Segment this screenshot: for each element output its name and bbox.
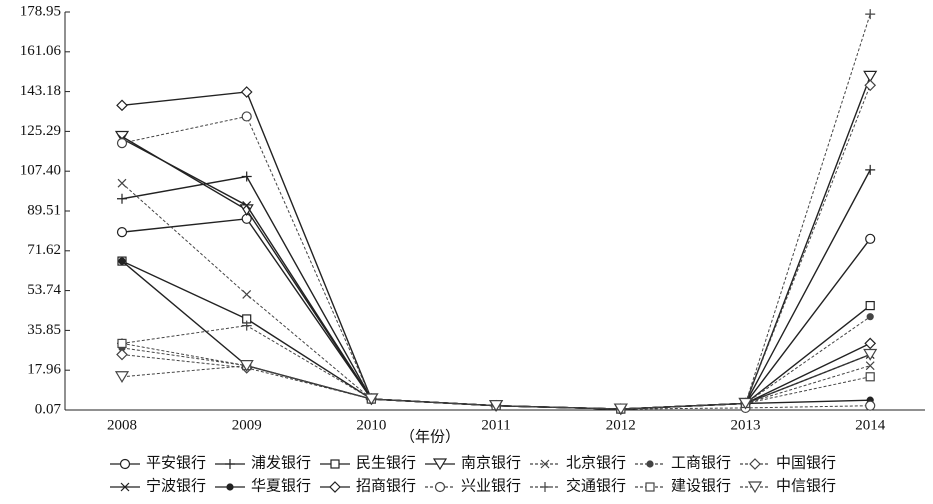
marker — [242, 201, 252, 210]
legend-marker — [119, 458, 131, 470]
marker — [114, 371, 130, 383]
legend-label: 中国银行 — [776, 454, 836, 471]
y-tick-label: 125.29 — [20, 123, 61, 139]
marker — [866, 313, 874, 321]
x-axis-label: （年份） — [400, 428, 460, 445]
legend-marker — [747, 481, 763, 494]
legend-marker — [225, 459, 235, 469]
marker — [613, 403, 628, 416]
marker — [864, 337, 877, 350]
marker — [865, 361, 875, 371]
x-tick-label: 2011 — [481, 417, 510, 433]
marker — [738, 397, 753, 410]
x-tick-label: 2009 — [232, 417, 262, 433]
marker — [118, 257, 126, 265]
y-tick-label: 178.95 — [20, 3, 61, 19]
series-line — [121, 169, 871, 410]
marker — [863, 348, 878, 361]
marker — [241, 171, 252, 182]
marker — [865, 9, 876, 20]
series-line — [121, 85, 871, 410]
legend-label: 民生银行 — [356, 454, 416, 471]
legend-label: 华夏银行 — [251, 477, 311, 494]
marker — [242, 290, 252, 299]
y-tick-label: 143.18 — [20, 83, 61, 99]
legend-marker — [645, 482, 655, 492]
marker — [117, 338, 127, 349]
series-line — [121, 316, 871, 410]
x-tick-label: 2014 — [855, 417, 886, 433]
legend-label: 平安银行 — [146, 454, 206, 471]
series-line — [121, 91, 871, 410]
x-tick-label: 2013 — [731, 417, 761, 433]
y-tick-label: 53.74 — [27, 282, 61, 298]
legend-label: 交通银行 — [566, 476, 626, 494]
marker — [364, 393, 379, 406]
marker — [865, 400, 876, 411]
legend-label: 建设银行 — [671, 477, 731, 494]
legend-label: 南京银行 — [461, 454, 521, 471]
legend-label: 工商银行 — [671, 454, 731, 471]
legend-marker — [749, 458, 761, 470]
marker — [865, 164, 876, 175]
legend-marker — [432, 458, 448, 471]
marker — [489, 400, 504, 412]
legend-marker — [646, 460, 654, 468]
y-tick-label: 161.06 — [20, 43, 62, 59]
y-tick-label: 0.07 — [35, 401, 62, 417]
legend-marker — [540, 459, 550, 469]
legend-label: 中信银行 — [776, 477, 836, 494]
legend-marker — [226, 483, 234, 491]
y-tick-label: 89.51 — [27, 202, 61, 218]
y-tick-label: 17.96 — [27, 362, 61, 378]
marker — [865, 300, 875, 311]
marker — [863, 70, 878, 83]
legend-label: 宁波银行 — [146, 477, 206, 494]
legend-label: 浦发银行 — [251, 454, 311, 471]
marker — [116, 99, 128, 112]
legend-marker — [330, 459, 340, 469]
legend-label: 北京银行 — [566, 454, 626, 471]
y-tick-label: 107.40 — [20, 163, 61, 179]
legend-marker — [434, 481, 446, 493]
legend-label: 兴业银行 — [461, 477, 521, 494]
marker — [116, 227, 128, 238]
marker — [116, 138, 128, 149]
marker — [239, 360, 254, 372]
marker — [865, 372, 875, 382]
series-line — [121, 13, 871, 410]
legend-marker — [329, 481, 341, 493]
marker — [116, 348, 128, 361]
y-tick-label: 71.62 — [27, 242, 61, 258]
marker — [240, 86, 253, 98]
marker — [241, 111, 252, 122]
series-line — [121, 182, 871, 410]
marker — [117, 178, 127, 188]
legend-label: 招商银行 — [356, 477, 416, 494]
series-line — [121, 76, 871, 410]
legend-marker — [540, 482, 550, 492]
x-tick-label: 2010 — [356, 417, 386, 433]
legend-marker — [120, 482, 130, 492]
x-tick-label: 2012 — [606, 417, 636, 433]
x-tick-label: 2008 — [107, 417, 137, 433]
marker — [117, 193, 127, 204]
y-tick-label: 35.85 — [27, 322, 61, 338]
marker — [865, 233, 876, 244]
marker — [241, 320, 252, 331]
marker — [864, 79, 877, 92]
